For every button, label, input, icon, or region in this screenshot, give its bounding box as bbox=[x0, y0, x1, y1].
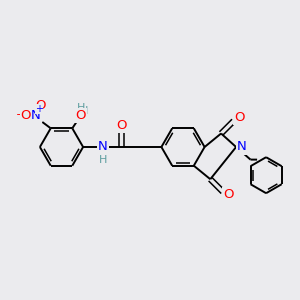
Text: O: O bbox=[234, 111, 244, 124]
Text: O: O bbox=[35, 99, 46, 112]
Text: N: N bbox=[237, 140, 246, 154]
Text: N: N bbox=[31, 109, 40, 122]
Text: O: O bbox=[20, 109, 31, 122]
Text: O: O bbox=[116, 118, 126, 132]
Text: +: + bbox=[35, 104, 43, 114]
Text: H: H bbox=[76, 103, 85, 113]
Text: O: O bbox=[223, 188, 233, 201]
Text: O: O bbox=[76, 109, 86, 122]
Text: H: H bbox=[80, 106, 88, 116]
Text: H: H bbox=[98, 155, 107, 165]
Text: O: O bbox=[76, 109, 86, 122]
Text: N: N bbox=[98, 140, 107, 154]
Text: −: − bbox=[16, 110, 26, 120]
